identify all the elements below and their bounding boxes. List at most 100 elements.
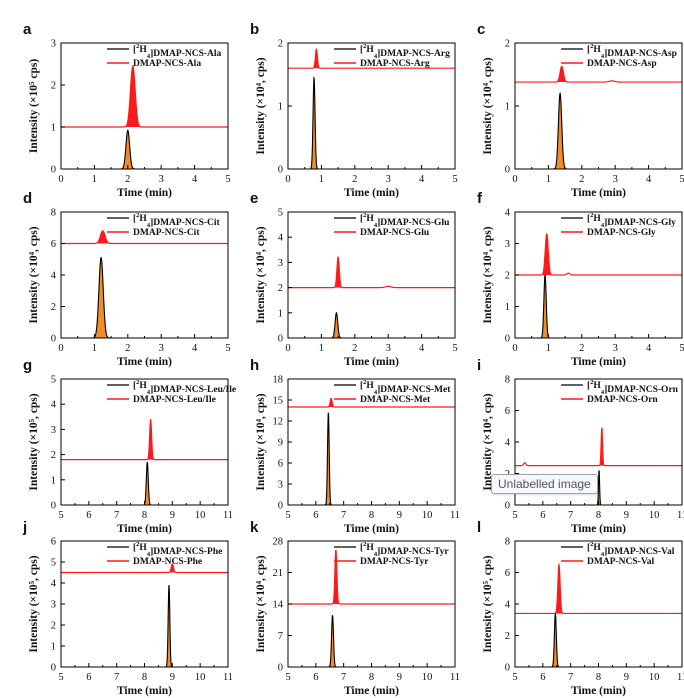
y-axis-title: Intensity (×10⁴, cps) [255,393,267,490]
x-tick-label: 5 [58,672,63,683]
legend-label-part: ]DMAP-NCS-Phe [150,547,222,557]
legend-label-part: 2 [363,43,366,50]
y-tick-label: 0 [505,663,510,674]
x-tick-label: 1 [546,174,551,185]
legend-label-part: H [366,543,374,553]
x-tick-label: 5 [285,510,290,521]
legend-label-unlabelled: DMAP-NCS-Met [360,395,431,405]
legend-label-part: 2 [363,379,366,386]
x-tick-label: 6 [86,510,91,521]
legend-label-part: [ [360,214,363,224]
x-tick-label: 11 [223,672,233,683]
legend-label-unlabelled: DMAP-NCS-Leu/Ile [133,395,216,405]
legend-label-part: H [139,214,147,224]
x-tick-label: 9 [397,672,402,683]
labelled-trace [515,613,682,668]
x-tick-label: 3 [159,174,164,185]
x-tick-label: 0 [285,174,290,185]
x-tick-label: 4 [646,174,652,185]
legend-label-part: H [139,381,147,391]
y-axis-title: Intensity (×10⁵, cps) [28,393,40,490]
y-tick-label: 6 [505,406,510,417]
legend-label-part: ]DMAP-NCS-Ala [150,49,221,59]
legend-label-unlabelled: DMAP-NCS-Ala [133,59,201,69]
panel-letter: i [477,357,481,374]
panel-e: e 0 1 2 3 4 5 0 1 2 3 4 5 Time (min) Intensity (×10⁴, … [250,190,458,368]
legend-label-part: 2 [590,379,593,386]
x-tick-label: 3 [159,343,164,354]
legend-label-part: [ [133,381,136,391]
legend-label-part: [ [360,381,363,391]
legend-label-unlabelled: DMAP-NCS-Val [587,557,655,567]
legend-label-part: 4 [374,551,378,558]
x-tick-label: 9 [170,510,175,521]
x-tick-label: 6 [86,672,91,683]
y-tick-label: 4 [51,271,57,282]
legend-label-labelled: [2H4]DMAP-NCS-Phe [133,541,222,558]
y-tick-label: 2 [51,450,56,461]
x-tick-label: 1 [92,343,97,354]
x-axis-title: Time (min) [571,187,626,199]
legend-label-part: H [139,543,147,553]
x-tick-label: 0 [512,343,517,354]
x-tick-label: 3 [613,174,618,185]
panel-letter: g [23,357,32,374]
panel-l: l 5 6 7 8 9 10 11 0 2 4 6 8 Time (min) Intensity (×10⁵… [477,519,684,697]
x-tick-label: 3 [386,174,391,185]
unlabelled-trace [61,65,228,128]
panel-f: f 0 1 2 3 4 5 0 1 2 3 4 Time (min) Intensity (×10⁴, c… [477,190,684,368]
legend-label-part: [ [360,45,363,55]
x-tick-label: 8 [142,510,147,521]
legend-label-part: H [366,381,374,391]
legend-label-part: 4 [147,53,151,60]
y-axis-title: Intensity (×10⁴, cps) [482,226,494,323]
x-tick-label: 8 [596,672,601,683]
x-tick-label: 8 [142,672,147,683]
legend-label-part: 2 [363,541,366,548]
x-tick-label: 5 [512,510,517,521]
x-axis-title: Time (min) [344,523,399,535]
y-tick-label: 4 [505,600,511,611]
y-tick-label: 1 [278,308,283,319]
panel-b: b 0 1 2 3 4 5 0 1 2 Time (min) Intensity (×10⁴, cps… [250,21,458,199]
legend-label-labelled: [2H4]DMAP-NCS-Ala [133,43,222,60]
legend-label-part: [ [133,543,136,553]
y-tick-label: 2 [505,631,510,642]
x-axis-title: Time (min) [571,685,626,697]
x-tick-label: 11 [677,510,684,521]
x-tick-label: 1 [319,174,324,185]
unlabelled-trace [288,549,455,605]
legend-label-unlabelled: DMAP-NCS-Gly [587,228,656,238]
y-tick-label: 1 [51,642,56,653]
x-tick-label: 7 [114,510,119,521]
panel-a: a 0 1 2 3 4 5 0 1 2 3 Time (min) Intensity (×10⁵ cps… [23,21,231,199]
x-axis-title: Time (min) [117,187,172,199]
legend-label-part: 2 [136,212,139,219]
y-tick-label: 5 [51,558,56,569]
legend-label-part: ]DMAP-NCS-Met [377,385,451,395]
y-tick-label: 28 [273,537,284,548]
legend-label-part: ]DMAP-NCS-Val [604,547,675,557]
y-tick-label: 9 [278,438,283,449]
legend-label-unlabelled: DMAP-NCS-Phe [133,557,202,567]
y-axis-title: Intensity (×10⁴, cps) [255,226,267,323]
x-tick-label: 5 [452,174,457,185]
unlabelled-trace [288,256,455,289]
unlabelled-trace [61,419,228,461]
panel-j: j 5 6 7 8 9 10 11 0 1 2 3 4 5 6 Time (min) Intensity (×1… [22,519,233,697]
y-tick-label: 0 [51,334,56,345]
unlabelled-image-tooltip: Unlabelled image [491,474,598,494]
x-tick-label: 7 [341,510,346,521]
x-tick-label: 7 [114,672,119,683]
x-tick-label: 4 [419,174,425,185]
y-tick-label: 1 [51,123,56,134]
y-tick-label: 21 [273,568,284,579]
panel-letter: j [22,519,27,536]
legend-label-part: ]DMAP-NCS-Leu/Ile [150,385,236,395]
y-tick-label: 2 [278,283,283,294]
legend-label-part: 2 [590,212,593,219]
x-axis-title: Time (min) [344,685,399,697]
x-tick-label: 5 [679,174,684,185]
unlabelled-trace [515,427,682,467]
